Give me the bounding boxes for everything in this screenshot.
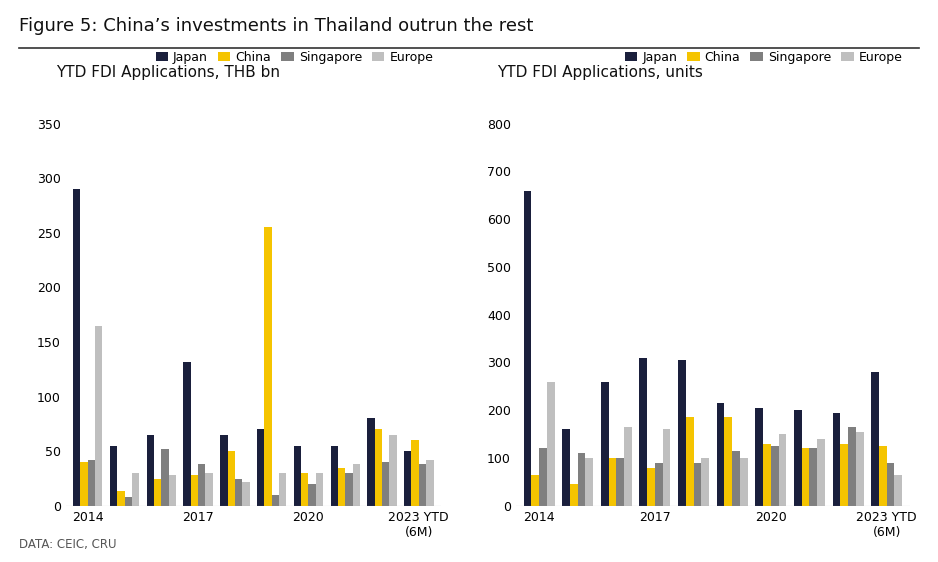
- Bar: [257, 429, 265, 506]
- Bar: [562, 429, 570, 506]
- Bar: [382, 462, 389, 506]
- Bar: [655, 463, 662, 506]
- Bar: [125, 497, 132, 506]
- Bar: [647, 468, 655, 506]
- Bar: [368, 419, 374, 506]
- Bar: [301, 473, 309, 506]
- Bar: [616, 458, 624, 506]
- Bar: [702, 458, 709, 506]
- Bar: [198, 464, 205, 506]
- Bar: [183, 362, 190, 506]
- Bar: [412, 440, 418, 506]
- Bar: [95, 325, 102, 506]
- Bar: [242, 482, 250, 506]
- Bar: [279, 473, 286, 506]
- Bar: [570, 484, 578, 506]
- Bar: [418, 464, 426, 506]
- Bar: [895, 475, 902, 506]
- Bar: [740, 458, 748, 506]
- Text: YTD FDI Applications, THB bn: YTD FDI Applications, THB bn: [56, 65, 280, 80]
- Bar: [848, 427, 855, 506]
- Bar: [374, 429, 382, 506]
- Bar: [309, 484, 316, 506]
- Bar: [755, 408, 764, 506]
- Bar: [161, 449, 169, 506]
- Bar: [802, 448, 809, 506]
- Bar: [817, 439, 825, 506]
- Bar: [678, 360, 686, 506]
- Bar: [294, 446, 301, 506]
- Bar: [609, 458, 616, 506]
- Bar: [338, 468, 345, 506]
- Bar: [717, 403, 724, 506]
- Bar: [345, 473, 353, 506]
- Text: Figure 5: China’s investments in Thailand outrun the rest: Figure 5: China’s investments in Thailan…: [19, 17, 533, 35]
- Bar: [547, 382, 554, 506]
- Bar: [205, 473, 213, 506]
- Bar: [316, 473, 324, 506]
- Bar: [132, 473, 139, 506]
- Bar: [833, 413, 840, 506]
- Bar: [190, 475, 198, 506]
- Bar: [585, 458, 593, 506]
- Bar: [389, 435, 397, 506]
- Bar: [771, 446, 779, 506]
- Bar: [886, 463, 895, 506]
- Bar: [73, 189, 81, 506]
- Bar: [117, 491, 125, 506]
- Bar: [404, 451, 412, 506]
- Bar: [523, 191, 531, 506]
- Bar: [764, 444, 771, 506]
- Bar: [840, 444, 848, 506]
- Bar: [330, 446, 338, 506]
- Bar: [662, 429, 671, 506]
- Bar: [879, 446, 886, 506]
- Bar: [539, 448, 547, 506]
- Bar: [228, 451, 234, 506]
- Bar: [154, 478, 161, 506]
- Bar: [779, 434, 786, 506]
- Bar: [733, 451, 740, 506]
- Bar: [578, 453, 585, 506]
- Bar: [110, 446, 117, 506]
- Bar: [353, 464, 360, 506]
- Bar: [81, 462, 88, 506]
- Bar: [220, 435, 228, 506]
- Bar: [601, 382, 609, 506]
- Text: DATA: CEIC, CRU: DATA: CEIC, CRU: [19, 538, 116, 551]
- Bar: [169, 475, 176, 506]
- Bar: [686, 418, 693, 506]
- Bar: [809, 448, 817, 506]
- Bar: [624, 427, 632, 506]
- Bar: [855, 432, 864, 506]
- Legend: Japan, China, Singapore, Europe: Japan, China, Singapore, Europe: [620, 46, 908, 69]
- Bar: [272, 495, 279, 506]
- Bar: [234, 478, 242, 506]
- Bar: [724, 418, 733, 506]
- Bar: [794, 410, 802, 506]
- Bar: [146, 435, 154, 506]
- Legend: Japan, China, Singapore, Europe: Japan, China, Singapore, Europe: [151, 46, 438, 69]
- Bar: [871, 372, 879, 506]
- Bar: [265, 228, 272, 506]
- Bar: [531, 475, 539, 506]
- Bar: [88, 460, 95, 506]
- Bar: [640, 357, 647, 506]
- Bar: [426, 460, 433, 506]
- Text: YTD FDI Applications, units: YTD FDI Applications, units: [497, 65, 703, 80]
- Bar: [693, 463, 702, 506]
